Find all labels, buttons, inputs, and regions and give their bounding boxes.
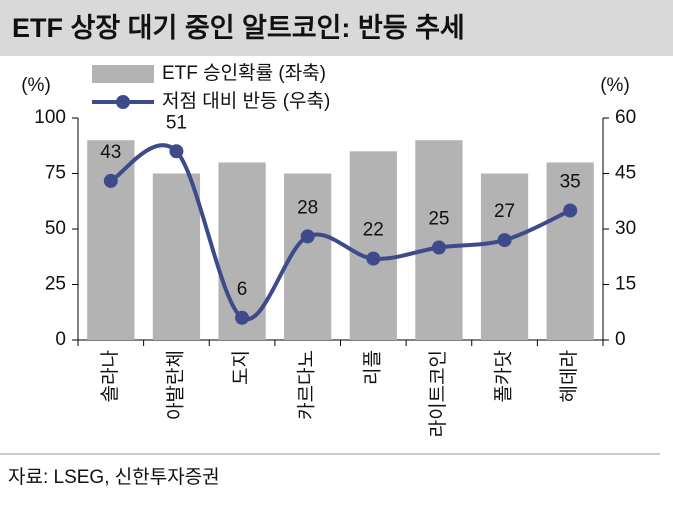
y2-axis-label: (%)	[600, 75, 630, 96]
y-tick-label: 100	[34, 107, 66, 128]
x-tick-label: 폴카닷	[493, 350, 515, 402]
data-label: 25	[428, 209, 449, 230]
y-tick-label: 75	[45, 163, 66, 184]
y-tick-label: 25	[45, 274, 66, 295]
y2-tick-label: 60	[615, 107, 636, 128]
y2-tick-label: 0	[615, 329, 626, 350]
line-marker	[431, 240, 446, 255]
bar	[349, 151, 397, 340]
data-label: 35	[560, 172, 581, 193]
x-tick-label: 솔라나	[99, 350, 121, 402]
source: 자료: LSEG, 신한투자증권	[8, 466, 220, 488]
legend-swatch	[92, 65, 154, 83]
y-axis-label: (%)	[21, 75, 51, 96]
line-marker	[366, 251, 381, 266]
bar	[546, 162, 594, 340]
data-label: 43	[100, 142, 121, 163]
data-label: 51	[166, 112, 187, 133]
y2-tick-label: 45	[615, 163, 636, 184]
x-tick-label: 리플	[361, 350, 383, 385]
x-tick-label: 라이트코인	[427, 350, 449, 437]
x-tick-label: 아발란체	[164, 350, 186, 420]
x-tick-label: 헤데라	[558, 350, 580, 402]
legend-label: ETF 승인확률 (좌축)	[162, 62, 326, 84]
bar	[480, 173, 529, 340]
line-marker	[103, 173, 118, 188]
line-marker	[497, 233, 512, 248]
y-tick-label: 0	[55, 329, 66, 350]
bar	[415, 140, 463, 340]
line-marker	[300, 229, 315, 244]
y-tick-label: 50	[45, 218, 66, 239]
data-label: 28	[297, 197, 318, 218]
line-marker	[235, 310, 250, 325]
line-marker	[563, 203, 578, 218]
legend-label: 저점 대비 반등 (우축)	[162, 90, 330, 112]
y2-tick-label: 15	[615, 274, 636, 295]
chart-title: ETF 상장 대기 중인 알트코인: 반등 추세	[12, 13, 465, 43]
data-label: 6	[237, 279, 248, 300]
data-label: 27	[494, 201, 515, 222]
bar	[152, 173, 201, 340]
x-tick-label: 도지	[230, 350, 252, 385]
legend-swatch	[116, 95, 130, 109]
line-marker	[169, 144, 184, 159]
title-background	[0, 0, 673, 56]
x-tick-label: 카르다노	[296, 350, 318, 420]
data-label: 22	[363, 220, 384, 241]
y2-tick-label: 30	[615, 218, 636, 239]
bar	[87, 140, 135, 340]
